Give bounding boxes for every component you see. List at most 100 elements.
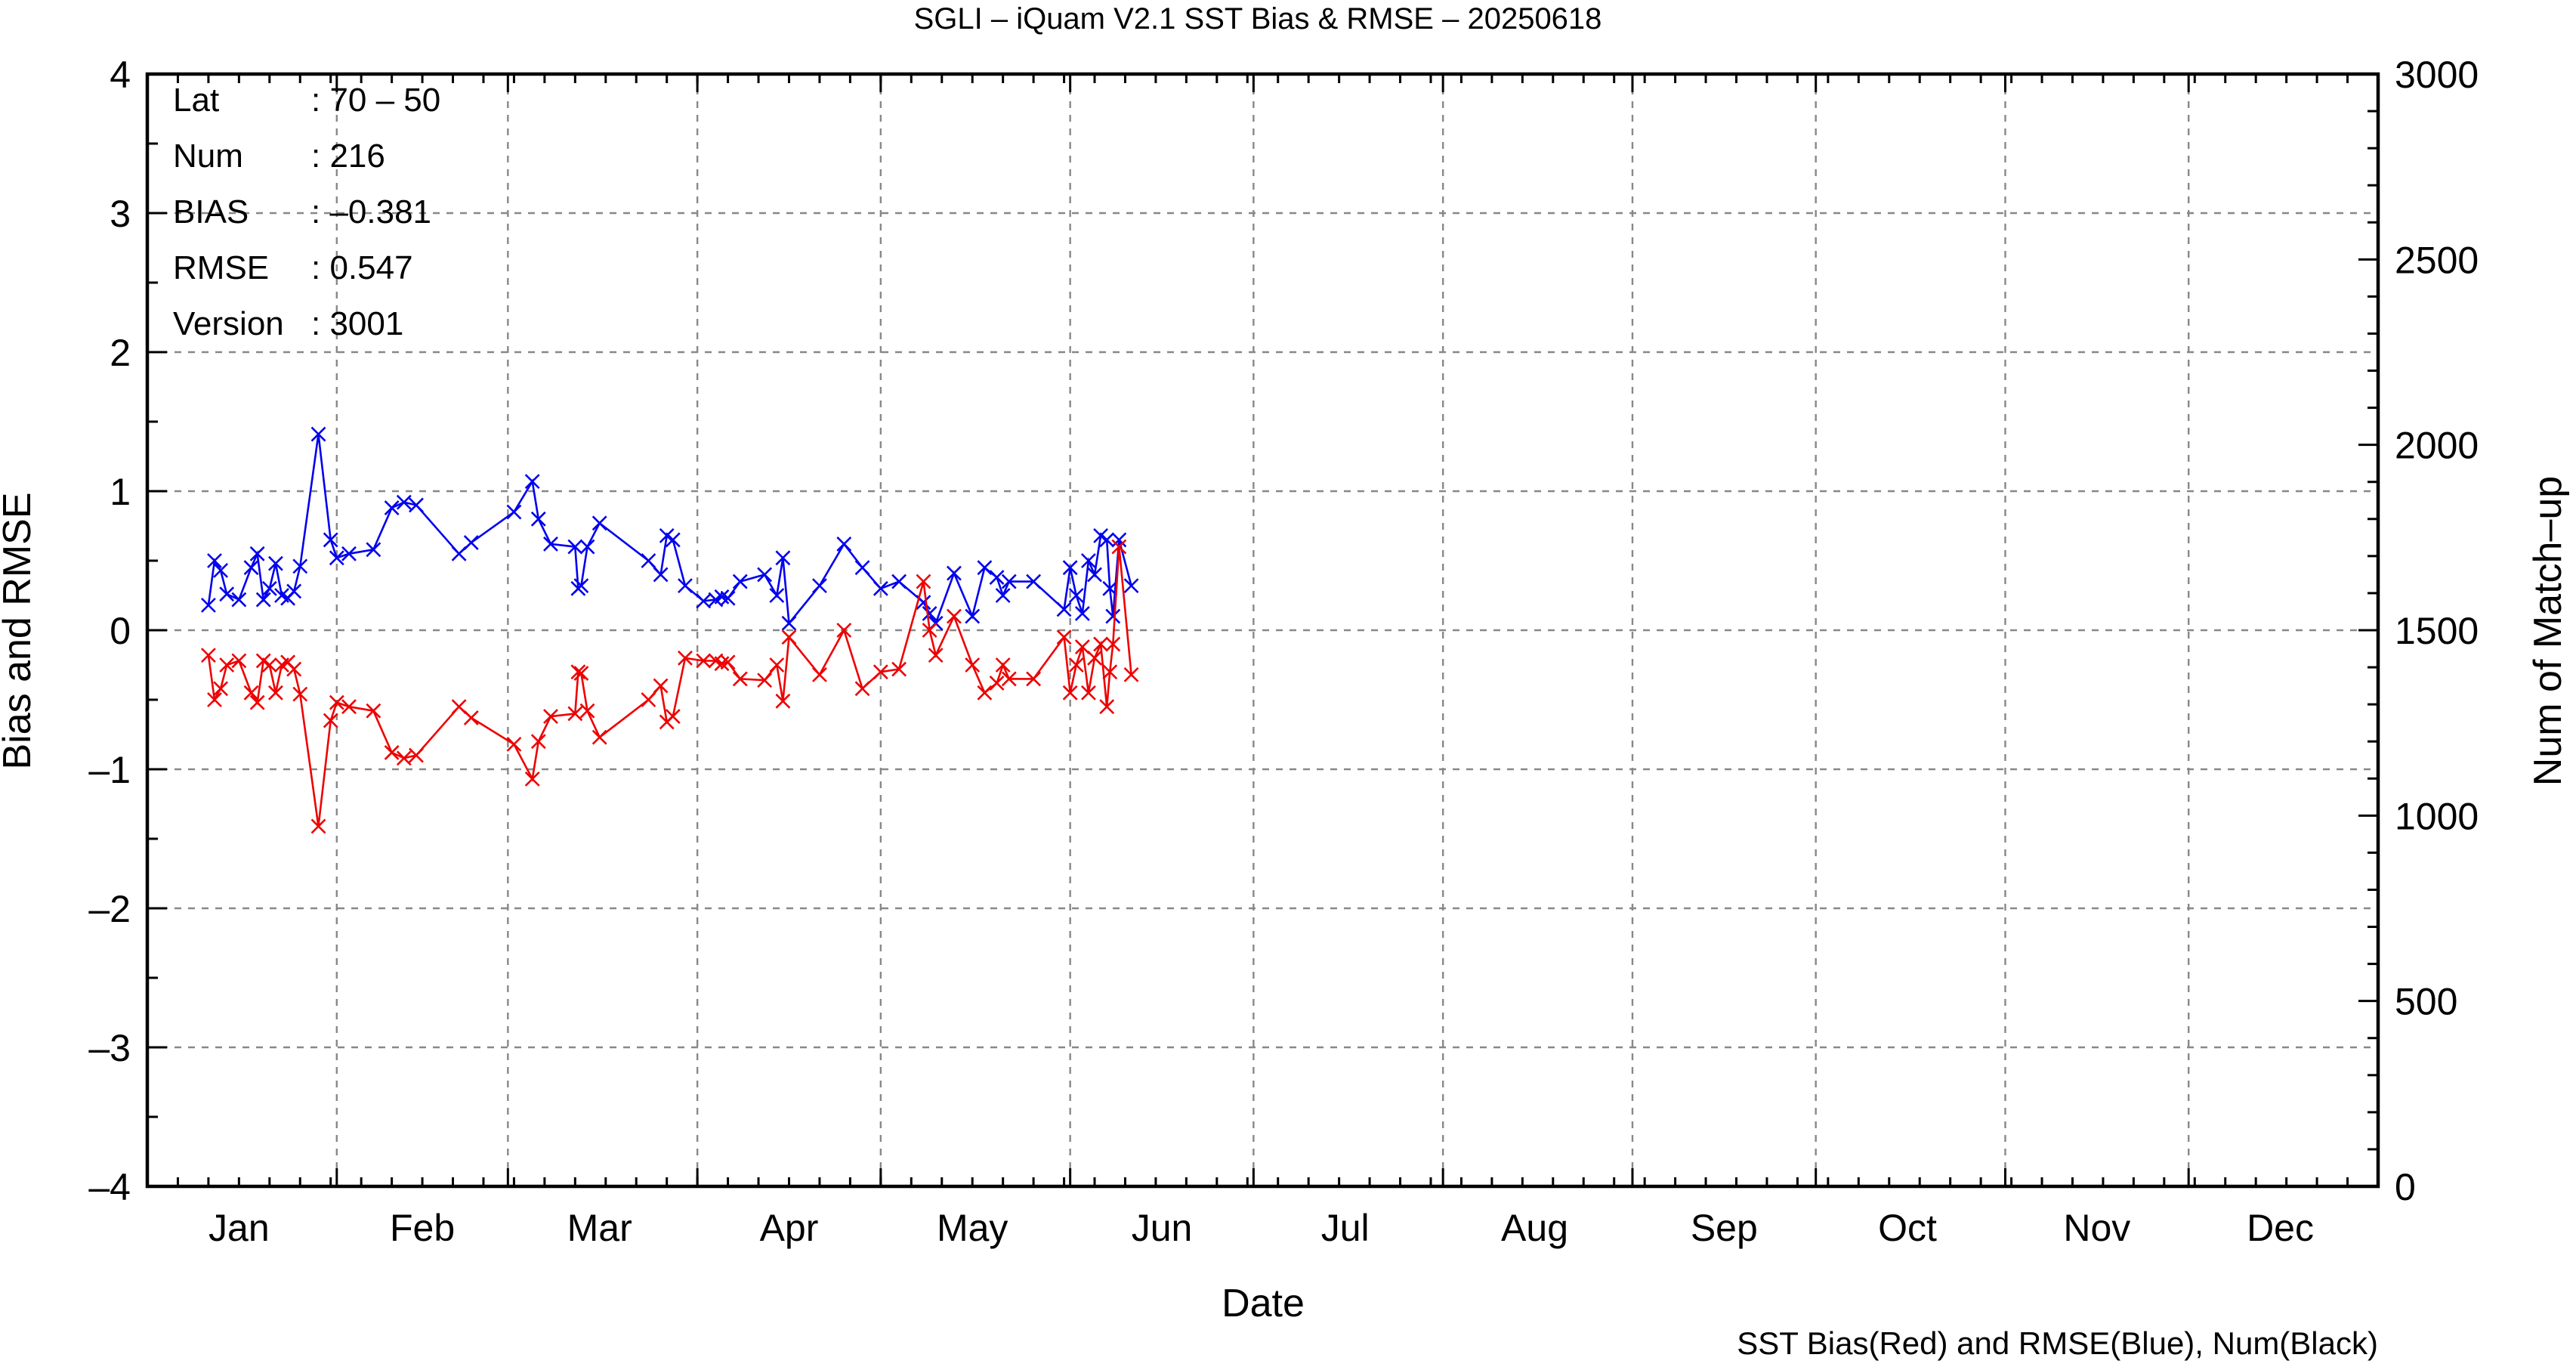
month-label: Nov [2063, 1207, 2130, 1249]
month-label: Feb [390, 1207, 455, 1249]
data-point-bias [922, 623, 937, 638]
data-point-rmse [678, 578, 693, 594]
data-point-bias [451, 699, 467, 715]
data-point-rmse [714, 589, 730, 605]
data-point-rmse [207, 553, 222, 568]
data-point-bias [1081, 685, 1096, 700]
data-point-bias [916, 574, 931, 589]
data-point-rmse [1111, 532, 1127, 548]
info-value: : 0.547 [311, 249, 413, 286]
data-point-rmse [329, 550, 344, 566]
data-point-rmse [341, 546, 357, 561]
data-point-rmse [1056, 602, 1072, 617]
info-box: Lat: 70 – 50 Num: 216 BIAS: –0.381 RMSE: 0.… [173, 82, 440, 342]
data-point-rmse [255, 592, 271, 608]
data-point-bias [219, 657, 235, 673]
data-point-rmse [732, 574, 748, 589]
y-tick-label: –3 [88, 1027, 131, 1069]
info-key: Num [173, 138, 243, 175]
month-label: Aug [1501, 1207, 1568, 1249]
data-point-rmse [1074, 606, 1090, 621]
data-point-rmse [995, 588, 1011, 603]
data-point-rmse [922, 606, 937, 621]
data-point-rmse [891, 574, 907, 589]
data-point-rmse [543, 537, 558, 552]
data-point-rmse [463, 535, 479, 550]
info-key: RMSE [173, 249, 269, 286]
data-point-rmse [591, 515, 607, 531]
data-point-bias [567, 706, 583, 722]
info-value: : 70 – 50 [311, 82, 440, 119]
y-tick-label: 1 [110, 471, 131, 513]
data-point-rmse [1062, 560, 1078, 576]
month-label: Dec [2247, 1207, 2314, 1249]
data-point-rmse [1087, 567, 1102, 583]
data-point-bias [1087, 650, 1102, 666]
data-point-bias [947, 608, 962, 624]
data-point-bias [836, 623, 852, 638]
data-point-bias [323, 713, 338, 728]
data-point-bias [1123, 666, 1139, 682]
legend-note: SST Bias(Red) and RMSE(Blue), Num(Black) [1737, 1325, 2378, 1361]
data-point-rmse [965, 608, 981, 624]
data-point-rmse [396, 494, 412, 510]
data-point-rmse [567, 539, 583, 555]
data-point-rmse [854, 560, 870, 576]
data-point-bias [720, 654, 736, 670]
data-point-rmse [292, 558, 308, 574]
data-point-bias [396, 750, 412, 766]
data-point-bias [329, 694, 344, 710]
month-label: Jun [1132, 1207, 1193, 1249]
y2-axis-label: Num of Match–up [2526, 476, 2570, 786]
month-label: Apr [760, 1207, 819, 1249]
data-point-bias [1102, 664, 1118, 680]
data-point-rmse [781, 615, 797, 631]
data-point-bias [653, 678, 669, 694]
month-label: Oct [1878, 1207, 1937, 1249]
data-point-rmse [286, 583, 302, 599]
grid-lines [147, 74, 2378, 1186]
data-point-bias [1001, 671, 1017, 687]
data-point-bias [757, 673, 773, 688]
data-point-rmse [812, 578, 827, 594]
data-point-rmse [1105, 608, 1121, 624]
series-line-bias [207, 546, 1132, 827]
data-point-bias [506, 736, 522, 752]
data-point-rmse [1081, 553, 1096, 568]
data-point-bias [1111, 539, 1127, 555]
data-point-rmse [665, 532, 681, 548]
data-point-rmse [524, 474, 540, 490]
data-point-rmse [836, 537, 852, 552]
y2-tick-label: 1500 [2395, 610, 2479, 652]
data-point-bias [891, 661, 907, 677]
data-point-bias [267, 685, 283, 700]
data-point-bias [989, 676, 1005, 691]
data-point-rmse [506, 504, 522, 520]
data-point-bias [1026, 671, 1042, 687]
data-point-bias [714, 656, 730, 672]
data-point-bias [641, 692, 656, 707]
data-point-rmse [366, 542, 381, 558]
data-point-rmse [1102, 580, 1118, 596]
data-point-bias [1093, 636, 1109, 652]
info-value: : 216 [311, 138, 385, 175]
data-point-rmse [977, 560, 993, 576]
data-point-bias [463, 710, 479, 725]
data-point-bias [1074, 639, 1090, 654]
data-point-rmse [231, 592, 247, 608]
data-point-bias [200, 648, 216, 663]
data-point-bias [665, 709, 681, 724]
y-tick-label: 2 [110, 332, 131, 374]
data-point-rmse [261, 580, 277, 596]
series-layer [200, 426, 1139, 834]
data-point-rmse [213, 562, 229, 578]
info-key: Lat [173, 82, 219, 119]
data-point-rmse [219, 586, 235, 602]
data-point-rmse [451, 546, 467, 561]
data-point-rmse [1068, 588, 1084, 603]
data-point-bias [524, 771, 540, 787]
data-point-bias [696, 653, 712, 669]
data-point-rmse [873, 580, 888, 596]
data-point-rmse [757, 567, 773, 583]
data-point-bias [591, 729, 607, 745]
